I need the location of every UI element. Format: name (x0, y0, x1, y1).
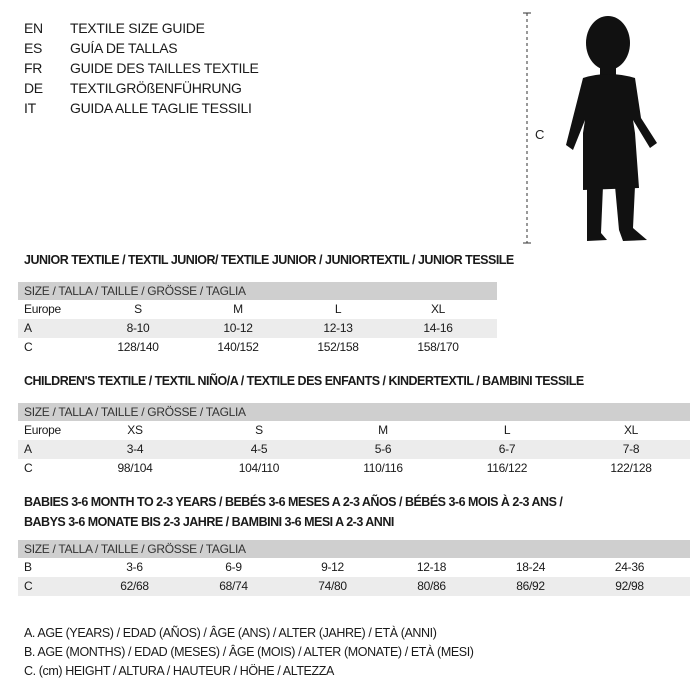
row-label: C (24, 579, 33, 593)
lang-title: GUIDE DES TAILLES TEXTILE (70, 60, 259, 76)
lang-row: DE TEXTILGRÖßENFÜHRUNG (24, 78, 259, 98)
children-size-table: SIZE / TALLA / TAILLE / GRÖSSE / TAGLIA … (18, 403, 690, 478)
cell: 62/68 (120, 579, 149, 593)
cell: 6-9 (225, 560, 242, 574)
legend-item: B. AGE (MONTHS) / EDAD (MESES) / ÂGE (MO… (24, 645, 474, 659)
cell: 122/128 (610, 461, 652, 475)
row-label: B (24, 560, 32, 574)
cell: M (233, 302, 243, 316)
row-label: Europe (24, 423, 61, 437)
cell: L (334, 302, 342, 316)
cell: 3-4 (126, 442, 144, 456)
table-row: A 8-10 10-12 12-13 14-16 (18, 319, 497, 338)
cell: 8-10 (126, 321, 150, 335)
lang-row: IT GUIDA ALLE TAGLIE TESSILI (24, 98, 259, 118)
cell: 152/158 (317, 340, 359, 354)
cell: 9-12 (321, 560, 344, 574)
cell: 158/170 (417, 340, 459, 354)
cell: XS (127, 423, 143, 437)
cell: 68/74 (219, 579, 248, 593)
cell: 6-7 (498, 442, 516, 456)
cell: 86/92 (516, 579, 545, 593)
cell: 3-6 (126, 560, 143, 574)
lang-title: TEXTILGRÖßENFÜHRUNG (70, 80, 242, 96)
table-row: C 128/140 140/152 152/158 158/170 (18, 338, 497, 357)
cell: 140/152 (217, 340, 259, 354)
lang-code: FR (24, 60, 43, 76)
lang-code: DE (24, 80, 43, 96)
lang-row: EN TEXTILE SIZE GUIDE (24, 18, 259, 38)
lang-code: IT (24, 100, 36, 116)
cell: L (503, 423, 511, 437)
table-row: A 3-4 4-5 5-6 6-7 7-8 (18, 440, 690, 459)
row-label: Europe (24, 302, 61, 316)
legend-item: A. AGE (YEARS) / EDAD (AÑOS) / ÂGE (ANS)… (24, 626, 437, 640)
cell: 12-18 (416, 560, 447, 574)
babies-title-line2: BABYS 3-6 MONATE BIS 2-3 JAHRE / BAMBINI… (24, 515, 394, 529)
cell: XL (623, 423, 639, 437)
table-row: C 62/68 68/74 74/80 80/86 86/92 92/98 (18, 577, 690, 596)
legend-item: C. (cm) HEIGHT / ALTURA / HAUTEUR / HÖHE… (24, 664, 334, 678)
cell: 12-13 (323, 321, 353, 335)
lang-title: TEXTILE SIZE GUIDE (70, 20, 205, 36)
table-row: B 3-6 6-9 9-12 12-18 18-24 24-36 (18, 558, 690, 577)
lang-title: GUIDA ALLE TAGLIE TESSILI (70, 100, 252, 116)
cell: S (134, 302, 142, 316)
row-label: A (24, 321, 32, 335)
junior-title: JUNIOR TEXTILE / TEXTIL JUNIOR/ TEXTILE … (24, 253, 514, 267)
lang-row: FR GUIDE DES TAILLES TEXTILE (24, 58, 259, 78)
cell: 24-36 (614, 560, 645, 574)
cell: XL (430, 302, 446, 316)
child-silhouette-icon: C (523, 12, 657, 244)
cell: S (255, 423, 263, 437)
table-row: Europe S M L XL (18, 300, 497, 319)
cell: 104/110 (238, 461, 280, 475)
lang-title: GUÍA DE TALLAS (70, 40, 178, 56)
cell: M (378, 423, 388, 437)
language-titles: EN TEXTILE SIZE GUIDE ES GUÍA DE TALLAS FR… (24, 18, 259, 118)
row-label: C (24, 461, 33, 475)
cell: 74/80 (318, 579, 347, 593)
cell: 92/98 (615, 579, 644, 593)
cell: 5-6 (374, 442, 392, 456)
cell: 4-5 (250, 442, 268, 456)
babies-title-line1: BABIES 3-6 MONTH TO 2-3 YEARS / BEBÉS 3-… (24, 495, 563, 509)
cell: 116/122 (486, 461, 528, 475)
table-header: SIZE / TALLA / TAILLE / GRÖSSE / TAGLIA (18, 540, 690, 558)
row-label: C (24, 340, 33, 354)
cell: 14-16 (423, 321, 453, 335)
babies-size-table: SIZE / TALLA / TAILLE / GRÖSSE / TAGLIA … (18, 540, 690, 596)
table-header: SIZE / TALLA / TAILLE / GRÖSSE / TAGLIA (18, 282, 497, 300)
cell: 110/116 (363, 461, 403, 475)
legend: A. AGE (YEARS) / EDAD (AÑOS) / ÂGE (ANS)… (24, 624, 474, 681)
lang-code: ES (24, 40, 43, 56)
cell: 128/140 (117, 340, 159, 354)
lang-row: ES GUÍA DE TALLAS (24, 38, 259, 58)
height-label: C (535, 127, 544, 142)
children-title: CHILDREN'S TEXTILE / TEXTIL NIÑO/A / TEX… (24, 374, 584, 388)
junior-size-table: SIZE / TALLA / TAILLE / GRÖSSE / TAGLIA … (18, 282, 497, 357)
cell: 10-12 (223, 321, 253, 335)
cell: 80/86 (417, 579, 446, 593)
table-header: SIZE / TALLA / TAILLE / GRÖSSE / TAGLIA (18, 403, 690, 421)
cell: 98/104 (117, 461, 153, 475)
cell: 18-24 (515, 560, 546, 574)
table-row: C 98/104 104/110 110/116 116/122 122/128 (18, 459, 690, 478)
table-row: Europe XS S M L XL (18, 421, 690, 440)
row-label: A (24, 442, 32, 456)
lang-code: EN (24, 20, 43, 36)
cell: 7-8 (622, 442, 640, 456)
